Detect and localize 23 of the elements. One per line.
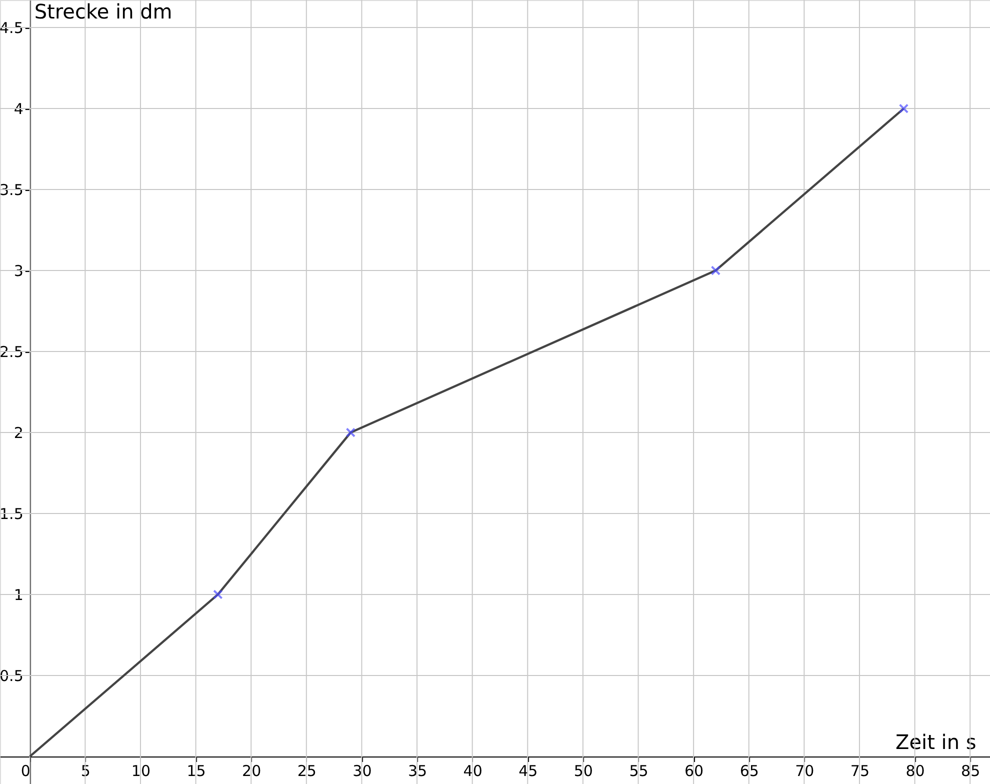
x-tick-label: 85 <box>961 762 980 780</box>
x-tick-label: 70 <box>795 762 814 780</box>
x-tick-label: 25 <box>297 762 316 780</box>
point <box>213 590 223 600</box>
x-axis-title: Zeit in s <box>896 730 976 754</box>
x-tick-label: 10 <box>131 762 151 780</box>
x-tick-label: 65 <box>740 762 759 780</box>
x-tick-label: 50 <box>574 762 593 780</box>
x-tick-label: 60 <box>684 762 704 780</box>
x-tick-label: 30 <box>352 762 372 780</box>
x-tick-label: 0 <box>20 762 30 780</box>
x-tick-label: 40 <box>463 762 482 780</box>
x-tick-label: 80 <box>906 762 925 780</box>
x-tick-label: 45 <box>518 762 538 780</box>
point <box>710 266 721 276</box>
x-tick-label: 35 <box>408 762 428 780</box>
point <box>346 428 356 438</box>
x-tick-label: 15 <box>186 762 206 780</box>
y-axis-title: Strecke in dm <box>34 0 172 24</box>
x-tick-label: 20 <box>242 762 262 780</box>
x-tick-label: 75 <box>850 762 870 780</box>
point <box>898 104 909 114</box>
x-tick-label: 55 <box>629 762 648 780</box>
